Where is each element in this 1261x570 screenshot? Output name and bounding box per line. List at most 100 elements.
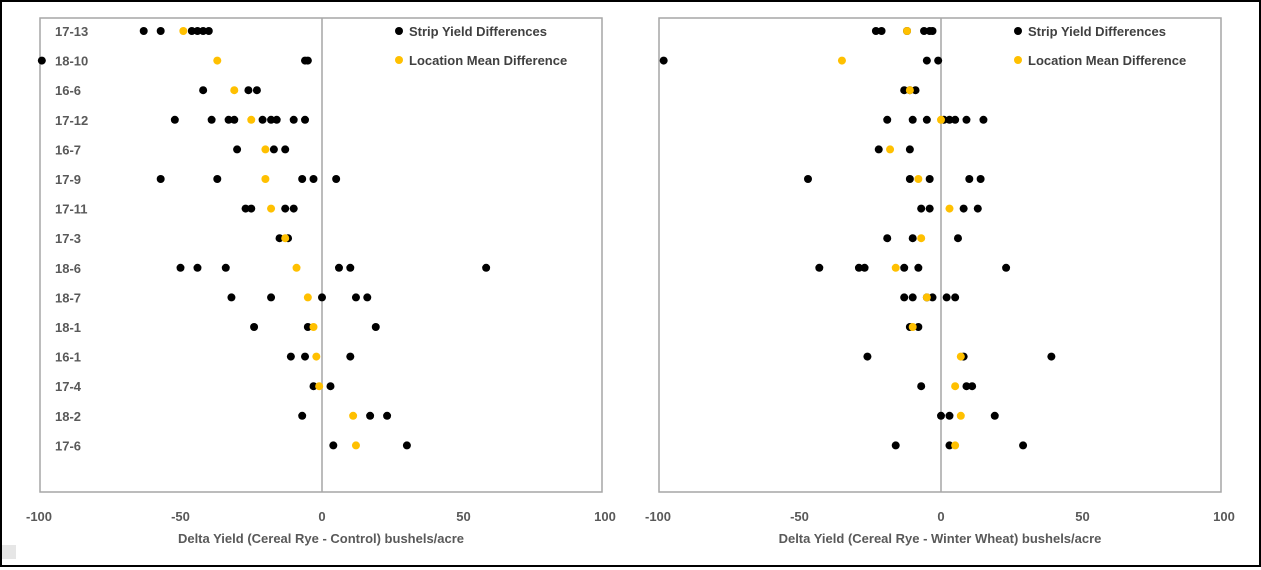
strip-point: [908, 115, 917, 124]
plot-area: [658, 17, 1222, 493]
strip-point: [329, 441, 338, 450]
mean-point: [267, 204, 276, 213]
strip-point: [156, 175, 165, 183]
x-tick-label: 100: [594, 509, 616, 524]
category-label: 17-6: [55, 438, 81, 453]
x-tick-label: 100: [1213, 509, 1235, 524]
mean-point: [903, 27, 912, 35]
strip-point: [883, 115, 892, 124]
strip-point: [860, 263, 869, 272]
category-label: 16-6: [55, 83, 81, 98]
strip-point: [298, 411, 307, 420]
strip-point: [871, 27, 880, 35]
mean-point: [905, 86, 914, 95]
strip-point: [990, 411, 999, 420]
strip-point: [156, 27, 165, 35]
strip-point: [309, 382, 318, 391]
mean-point: [891, 263, 900, 272]
strip-point: [187, 27, 196, 35]
strip-point: [968, 382, 977, 391]
strip-point: [267, 293, 276, 302]
strip-point: [193, 27, 202, 35]
strip-point: [863, 352, 872, 361]
strip-point: [1019, 441, 1028, 450]
strip-point: [1002, 263, 1011, 272]
chart-panel-2: -100 -50 0 50 100 Delta Yield (Cereal Rye - W…: [645, 17, 1235, 546]
strip-point: [230, 115, 239, 124]
mean-point: [917, 234, 926, 243]
strip-point: [213, 175, 222, 183]
strip-point: [289, 204, 298, 213]
category-label: 18-7: [55, 290, 81, 305]
strip-point: [1047, 352, 1056, 361]
strip-point: [281, 204, 290, 213]
mean-point: [922, 293, 931, 302]
mean-point: [213, 56, 222, 65]
strip-point: [233, 145, 242, 154]
strip-point: [900, 263, 909, 272]
strip-point: [803, 175, 812, 183]
strip-point: [303, 323, 312, 331]
strip-point: [303, 56, 312, 65]
strip-point: [962, 115, 971, 124]
strip-point: [258, 115, 267, 124]
mean-point: [179, 27, 188, 35]
category-label: 17-11: [55, 202, 88, 217]
mean-point: [956, 352, 965, 361]
strip-point: [207, 115, 216, 124]
strip-point: [959, 204, 968, 213]
strip-point: [482, 263, 491, 272]
strip-point: [922, 56, 931, 65]
mean-point: [914, 175, 923, 183]
strip-point: [925, 175, 934, 183]
mean-point: [261, 175, 270, 183]
strip-point: [176, 263, 185, 272]
mean-point: [349, 411, 358, 420]
strip-point: [371, 323, 380, 331]
strip-point: [917, 382, 926, 391]
strip-point: [269, 145, 278, 154]
x-tick-label: -50: [790, 509, 809, 524]
mean-point: [837, 56, 846, 65]
strip-point: [965, 175, 974, 183]
mean-point: [312, 352, 321, 361]
x-tick-label: -100: [645, 509, 671, 524]
legend-marker: [395, 56, 403, 64]
category-label: 18-10: [55, 54, 88, 69]
legend: Strip Yield Differences Location Mean Dif…: [1014, 24, 1186, 68]
category-label: 17-4: [55, 379, 82, 394]
strip-point: [908, 234, 917, 243]
strip-point: [973, 204, 982, 213]
strip-point: [221, 263, 230, 272]
strip-point: [976, 175, 985, 183]
strip-point: [883, 234, 892, 243]
strip-point: [298, 175, 307, 183]
strip-point: [309, 175, 318, 183]
strip-point: [199, 86, 208, 95]
strip-point: [346, 263, 355, 272]
mean-point: [247, 115, 256, 124]
strip-point: [905, 145, 914, 154]
strip-point: [351, 293, 360, 302]
strip-point: [267, 115, 276, 124]
strip-point: [928, 27, 937, 35]
mean-point: [937, 115, 945, 124]
strip-point: [332, 175, 341, 183]
x-tick-label: 0: [937, 509, 944, 524]
strip-point: [247, 204, 256, 213]
strip-point: [301, 115, 310, 124]
strip-point: [241, 204, 250, 213]
strip-point: [951, 115, 960, 124]
chart-panel-1: -100 -50 0 50 100 Delta Yield (Cereal Rye - C…: [26, 17, 616, 546]
plot-area: [39, 17, 603, 493]
strip-point: [301, 352, 310, 361]
strip-point: [891, 441, 900, 450]
legend-marker: [395, 27, 403, 35]
strip-point: [281, 145, 290, 154]
x-axis-title: Delta Yield (Cereal Rye - Winter Wheat) …: [779, 531, 1102, 546]
x-tick-label: -100: [26, 509, 52, 524]
mean-point: [951, 441, 960, 450]
series-location-mean-difference: [837, 27, 965, 450]
strip-point: [908, 293, 917, 302]
